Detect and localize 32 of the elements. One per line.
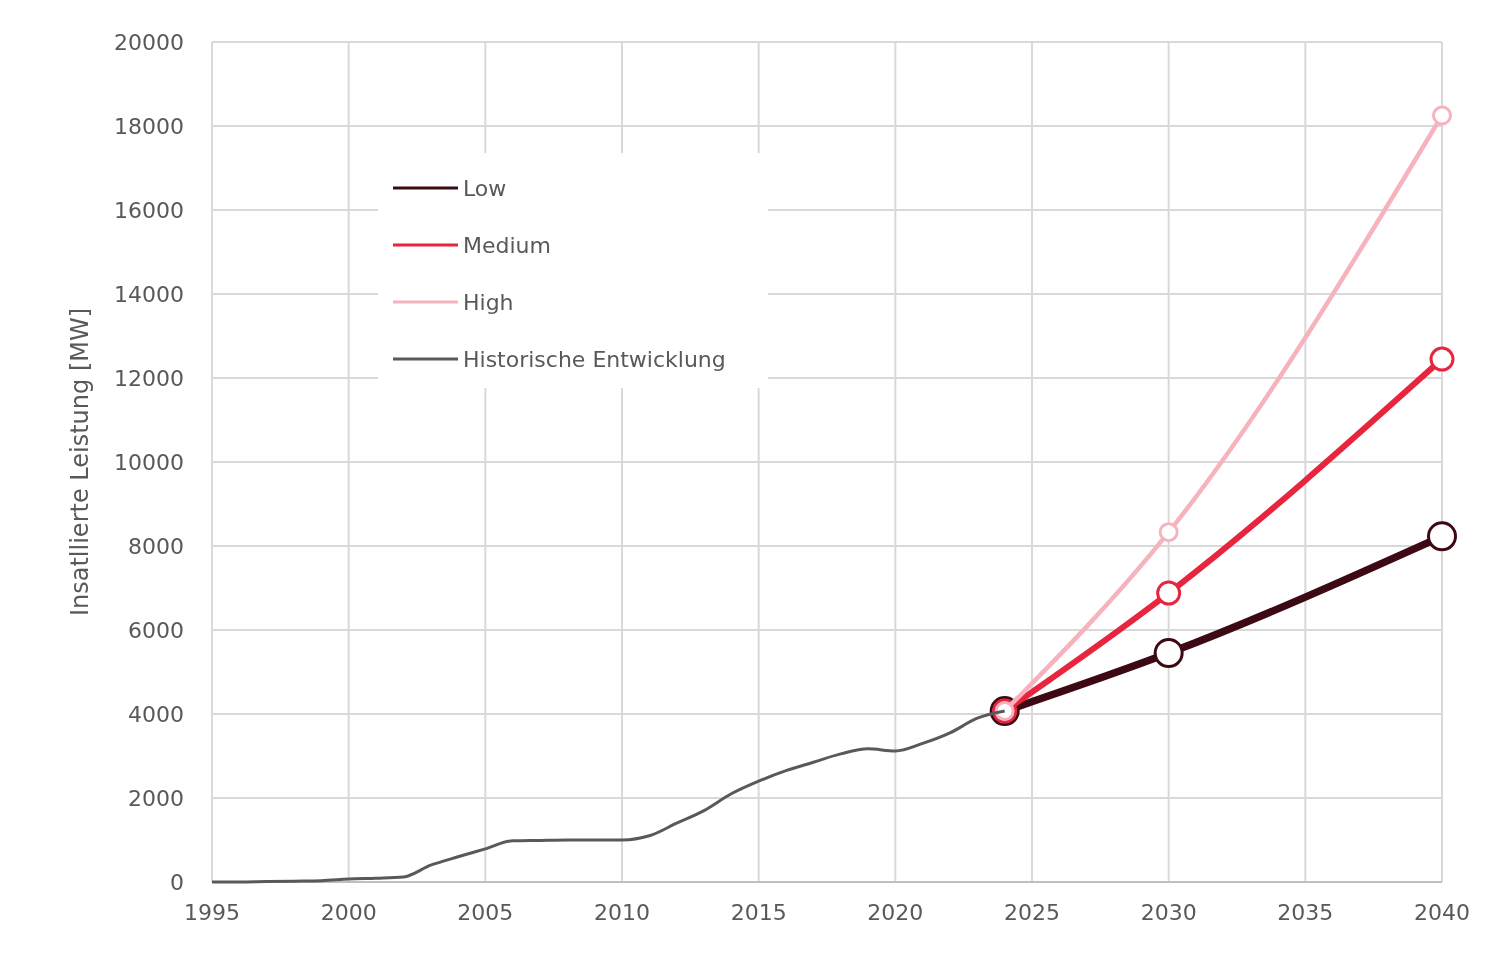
y-tick-label: 0	[170, 869, 184, 895]
y-tick-label: 4000	[128, 701, 184, 727]
legend-label: High	[463, 289, 514, 315]
x-tick-label: 2035	[1277, 900, 1334, 925]
x-tick-label: 2015	[730, 900, 787, 925]
y-tick-label: 14000	[114, 281, 184, 307]
point	[1432, 105, 1452, 126]
x-tick-label: 2010	[594, 900, 650, 925]
y-tick-label: 10000	[114, 449, 184, 475]
point	[1156, 580, 1182, 606]
x-tick-label: 2000	[320, 900, 377, 925]
point	[1427, 521, 1457, 552]
x-tick-label: 1995	[184, 900, 240, 925]
point	[1158, 522, 1179, 543]
y-tick-label: 2000	[128, 785, 184, 811]
point	[1153, 638, 1184, 669]
y-tick-label: 12000	[114, 365, 184, 391]
y-axis-title: Insatllierte Leistung [MW]	[66, 307, 94, 617]
x-tick-label: 2030	[1140, 900, 1197, 925]
x-tick-label: 2025	[1004, 900, 1060, 925]
legend-label: Medium	[463, 232, 551, 258]
y-tick-label: 6000	[128, 617, 184, 643]
x-tick-label: 2040	[1414, 900, 1470, 925]
y-tick-label: 18000	[114, 113, 184, 139]
legend-label: Low	[463, 175, 507, 201]
legend-label: Historische Entwicklung	[463, 346, 726, 372]
y-tick-label: 8000	[128, 533, 184, 559]
point	[1429, 346, 1455, 372]
x-tick-label: 2005	[457, 900, 514, 925]
y-tick-label: 20000	[114, 29, 184, 55]
x-tick-label: 2020	[867, 900, 924, 925]
y-tick-label: 16000	[114, 197, 184, 223]
